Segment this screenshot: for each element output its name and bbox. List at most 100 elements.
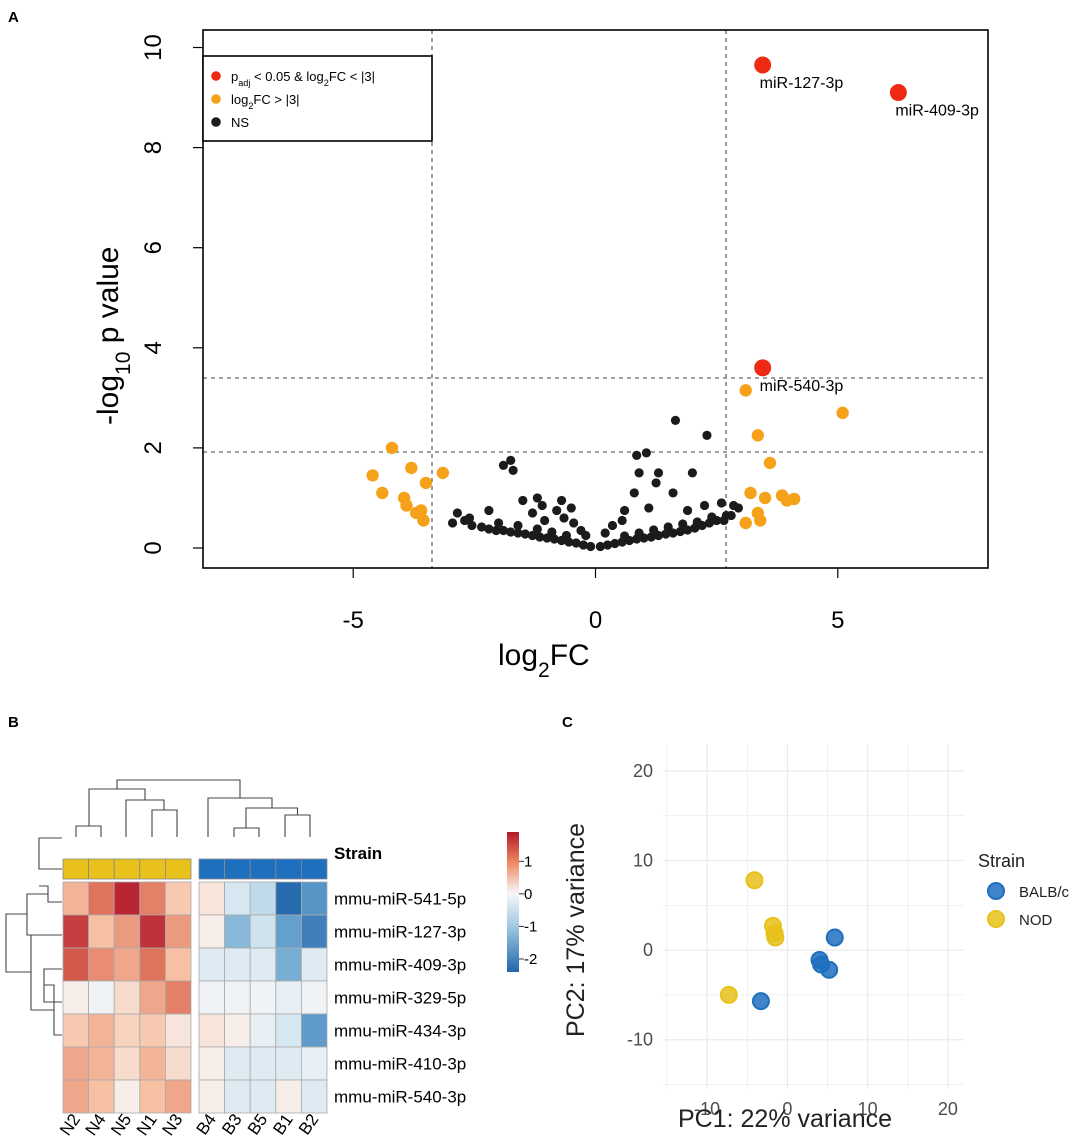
- ns-point: [702, 430, 712, 440]
- ns-point: [540, 515, 550, 526]
- ns-point: [477, 522, 487, 532]
- ns-point: [699, 500, 710, 511]
- ns-point: [617, 515, 627, 526]
- ns-point: [644, 503, 654, 513]
- volcano-y-axis: 0 2 4 6 8 10: [140, 34, 203, 555]
- ns-point: [506, 527, 516, 537]
- heatmap-cell: [224, 1046, 251, 1081]
- fc-point: [405, 461, 418, 475]
- ns-point: [682, 505, 693, 516]
- legend-label-ns: NS: [231, 115, 249, 130]
- ns-point: [595, 541, 605, 552]
- column-label: N2: [56, 1110, 84, 1139]
- heatmap-cell: [300, 1046, 328, 1081]
- heatmap-cell: [113, 1079, 141, 1114]
- pca-y-axis: -10 0 10 20: [627, 761, 653, 1050]
- balbc-point: [751, 992, 770, 1011]
- heatmap-cell: [198, 914, 226, 949]
- fc-point: [739, 516, 752, 530]
- heatmap-cell: [88, 947, 115, 982]
- heatmap-cell: [275, 1079, 302, 1114]
- row-label: mmu-miR-541-5p: [334, 890, 466, 909]
- color-key-bar: [507, 832, 519, 972]
- heatmap-cell: [198, 980, 226, 1015]
- heatmap-cell: [62, 947, 90, 982]
- volcano-points: [366, 56, 907, 552]
- heatmap-cell: [164, 881, 192, 916]
- heatmap-cell: [300, 980, 328, 1015]
- strain-cell: [224, 858, 251, 880]
- strain-cell: [249, 858, 277, 880]
- ns-point: [578, 540, 588, 550]
- strain-cell: [139, 858, 166, 880]
- pca-x-tick-label: 20: [938, 1099, 958, 1119]
- ns-point: [610, 538, 620, 549]
- strain-cell: [113, 858, 141, 880]
- ns-point: [506, 455, 516, 465]
- fc-point: [417, 514, 430, 527]
- ns-point: [513, 528, 523, 538]
- row-label: mmu-miR-410-3p: [334, 1055, 466, 1074]
- pca-panel-background: [663, 744, 964, 1089]
- fc-point: [751, 429, 765, 442]
- y-tick-label: 10: [140, 34, 167, 61]
- ns-point: [663, 522, 673, 532]
- ns-point: [721, 510, 731, 521]
- volcano-y-label: -log10 p value: [92, 247, 135, 425]
- column-dendrogram: [75, 779, 311, 837]
- legend-swatch-ns: [211, 117, 221, 127]
- strain-cell: [164, 858, 192, 880]
- heatmap-cell: [198, 1079, 226, 1114]
- panel-label-b: B: [8, 714, 19, 731]
- ns-point: [670, 415, 681, 425]
- row-label: mmu-miR-434-3p: [334, 1022, 466, 1041]
- heatmap-cell: [139, 1013, 166, 1048]
- y-tick-label: 6: [140, 241, 167, 254]
- row-label: mmu-miR-329-5p: [334, 989, 466, 1008]
- sig-point: [754, 56, 772, 74]
- heatmap-cell: [249, 980, 277, 1015]
- pca-x-label: PC1: 22% variance: [678, 1105, 892, 1133]
- ns-point: [561, 530, 572, 541]
- heatmap-cell: [198, 1013, 226, 1048]
- color-key-tick-label: 0: [524, 886, 532, 903]
- y-tick-label: 2: [140, 441, 167, 454]
- sig-point: [889, 84, 907, 102]
- ns-point: [520, 529, 530, 539]
- heatmap-cell: [164, 980, 192, 1015]
- sig-point: [754, 359, 772, 377]
- column-label: N4: [82, 1110, 110, 1139]
- ns-point: [600, 528, 610, 538]
- heatmap-cell: [249, 1079, 277, 1114]
- fc-point: [436, 466, 450, 480]
- heatmap-cell: [275, 914, 302, 949]
- point-label: miR-540-3p: [760, 378, 844, 395]
- heatmap-cell: [88, 1079, 115, 1114]
- pca-legend-swatch-nod: [987, 910, 1005, 928]
- ns-point: [581, 530, 591, 541]
- pca-gridlines: [663, 744, 964, 1089]
- fc-point: [414, 504, 428, 517]
- heatmap-cell: [300, 947, 328, 982]
- heatmap-cell: [249, 881, 277, 916]
- fc-point: [419, 476, 433, 490]
- ns-point: [678, 519, 688, 529]
- x-tick-label: 5: [831, 607, 844, 634]
- ns-point: [513, 520, 523, 531]
- heatmap-cell: [224, 1079, 251, 1114]
- nod-point: [766, 928, 785, 947]
- heatmap-cell: [88, 980, 115, 1015]
- legend-swatch-sig: [211, 71, 221, 81]
- heatmap-cell: [139, 881, 166, 916]
- point-label: miR-127-3p: [760, 75, 844, 92]
- pca-y-tick-label: 20: [633, 761, 653, 781]
- heatmap-cell: [62, 881, 90, 916]
- pca-x-tick-label: 0: [782, 1099, 792, 1119]
- volcano-legend: padj < 0.05 & log2FC < |3| log2FC > |3| …: [202, 55, 433, 142]
- ns-point: [687, 468, 698, 478]
- pca-y-tick-label: -10: [627, 1030, 653, 1050]
- ns-point: [464, 513, 475, 523]
- heatmap-cell: [164, 1013, 192, 1048]
- heatmap-cell: [139, 1079, 166, 1114]
